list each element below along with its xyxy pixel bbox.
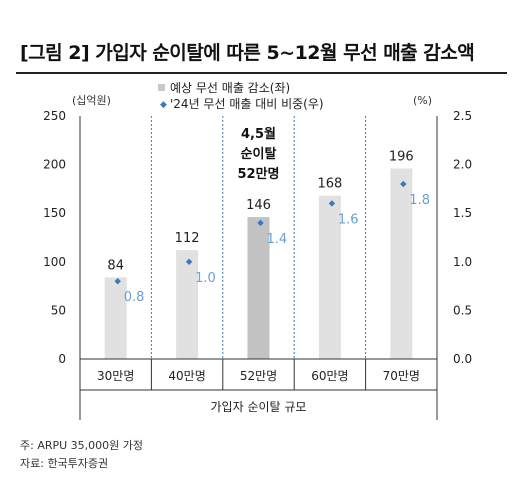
ratio-value-label: 1.6	[338, 212, 359, 227]
bar-value-label: 146	[246, 198, 271, 213]
x-tick-label: 70만명	[383, 369, 420, 383]
ratio-value-label: 1.4	[267, 232, 288, 247]
y-tick-right: 2.5	[453, 109, 472, 123]
ratio-marker	[328, 200, 336, 207]
x-tick-label: 52만명	[240, 369, 277, 383]
ratio-value-label: 0.8	[124, 290, 145, 305]
legend: 예상 무선 매출 감소(좌) ◆ '24년 무선 매출 대비 비중(우)	[158, 81, 324, 111]
bar-value-label: 168	[317, 177, 342, 192]
x-axis-title: 가입자 순이탈 규모	[211, 400, 307, 414]
bar	[318, 195, 341, 359]
title-divider	[16, 72, 507, 74]
ratio-marker	[400, 180, 407, 188]
ratio-marker	[185, 258, 193, 265]
ratio-value-label: 1.0	[195, 271, 216, 286]
highlight-annotation: 순이탈	[241, 146, 277, 162]
bar-value-label: 84	[107, 258, 124, 273]
y-tick-left: 250	[43, 109, 66, 123]
x-tick-label: 30만명	[97, 369, 134, 383]
y-tick-right: 2.0	[453, 158, 472, 172]
ratio-marker	[257, 219, 264, 227]
bar	[104, 277, 127, 359]
y-tick-left: 0	[58, 352, 66, 366]
bar-value-label: 112	[175, 231, 200, 246]
bar-value-label: 196	[389, 149, 414, 164]
x-tick-label: 40만명	[168, 369, 205, 383]
ratio-value-label: 1.8	[409, 193, 430, 208]
ratio-marker	[114, 278, 121, 285]
bar	[176, 250, 199, 359]
footnote: 주: ARPU 35,000원 가정	[20, 439, 144, 452]
legend-label-bar: 예상 무선 매출 감소(좌)	[170, 81, 290, 95]
legend-label-line: '24년 무선 매출 대비 비중(우)	[170, 97, 324, 111]
y-tick-right: 0.0	[453, 352, 472, 366]
y-tick-right: 1.5	[453, 206, 472, 220]
y-tick-right: 1.0	[453, 255, 472, 269]
y-axis-right-unit: (%)	[413, 94, 432, 107]
legend-swatch-bar	[158, 84, 165, 91]
y-tick-left: 100	[43, 255, 66, 269]
y-tick-left: 200	[43, 158, 66, 172]
y-tick-left: 50	[51, 303, 66, 317]
x-tick-label: 60만명	[311, 369, 348, 383]
y-axis-left-unit: (십억원)	[72, 94, 111, 107]
legend-marker-diamond: ◆	[160, 100, 167, 110]
y-tick-right: 0.5	[453, 303, 472, 317]
highlight-annotation: 4,5월	[241, 126, 276, 142]
chart-title: [그림 2] 가입자 순이탈에 따른 5~12월 무선 매출 감소액	[20, 42, 475, 64]
source-note: 자료: 한국투자증권	[20, 457, 109, 470]
highlight-annotation: 52만명	[237, 166, 279, 182]
bar	[247, 217, 270, 359]
y-tick-left: 150	[43, 206, 66, 220]
bar	[390, 168, 413, 359]
